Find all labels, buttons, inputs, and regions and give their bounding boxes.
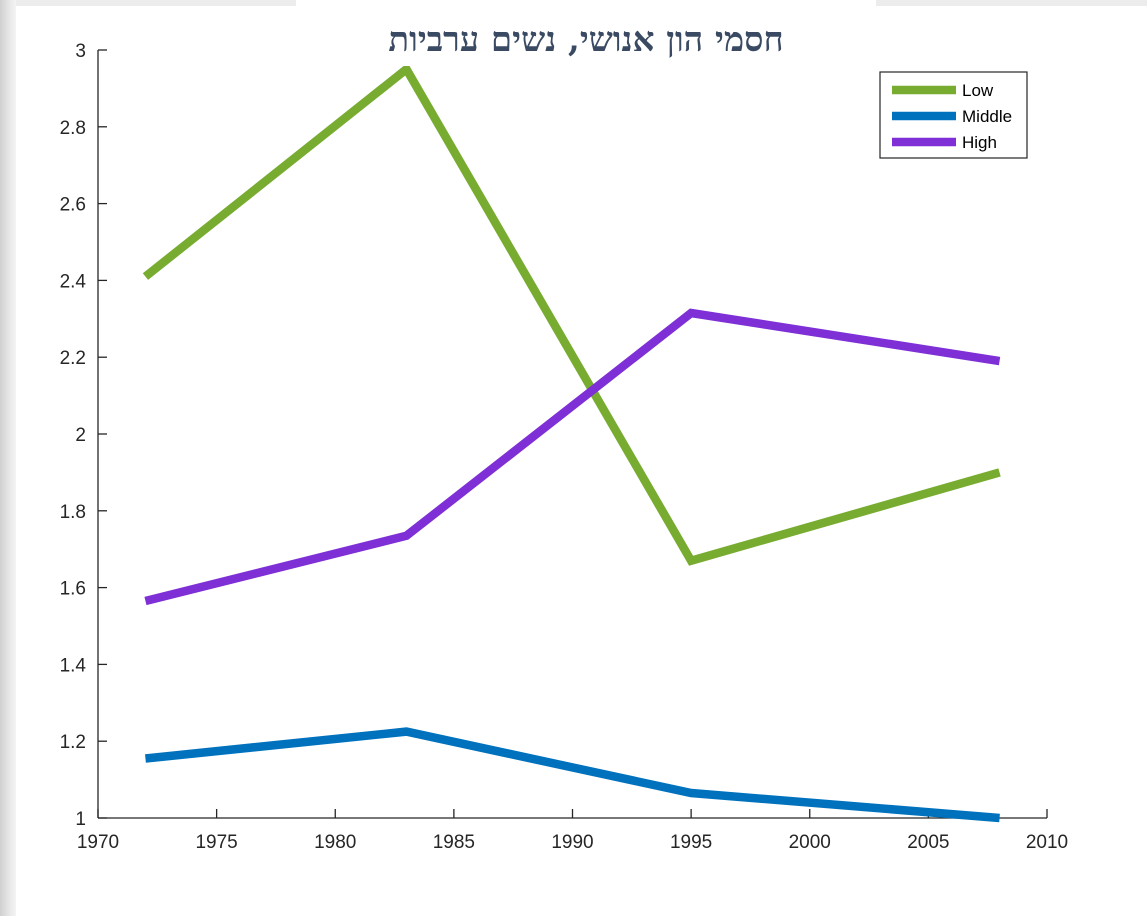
chart-title: חסמי הון אנושי, נשים ערביות xyxy=(296,14,876,66)
y-tick-label: 1.8 xyxy=(60,502,86,523)
y-tick-label: 2.2 xyxy=(60,348,86,369)
slide-left-edge xyxy=(0,0,16,916)
x-tick-label: 2005 xyxy=(907,832,949,853)
x-tick-label: 1975 xyxy=(195,832,237,853)
y-tick-label: 2.4 xyxy=(60,271,87,292)
series-line-low xyxy=(142,62,1001,566)
x-tick-label: 2000 xyxy=(789,832,831,853)
legend-label-high: High xyxy=(962,133,997,152)
slide-top-edge xyxy=(16,0,296,6)
y-tick-label: 2.6 xyxy=(60,195,86,216)
y-tick-label: 1 xyxy=(75,809,86,830)
x-tick-label: 1990 xyxy=(551,832,593,853)
axes: 1970 1975 1980 1985 1990 1995 2000 2005 2010 1 1.2… xyxy=(60,41,1069,853)
y-tick-label: 1.6 xyxy=(60,579,86,600)
slide-top-edge xyxy=(876,0,1147,6)
x-tick-label: 1970 xyxy=(77,832,119,853)
legend-label-low: Low xyxy=(962,81,994,100)
y-tick-label: 2 xyxy=(75,425,86,446)
legend-label-middle: Middle xyxy=(962,107,1012,126)
series-lines xyxy=(142,62,1001,823)
y-tick-label: 1.4 xyxy=(60,655,87,676)
series-line-high xyxy=(144,308,1001,606)
legend: Low Middle High xyxy=(879,71,1028,159)
x-tick-label: 1985 xyxy=(433,832,475,853)
x-tick-label: 1980 xyxy=(314,832,356,853)
x-tick-label: 2010 xyxy=(1026,832,1068,853)
y-tick-label: 1.2 xyxy=(60,732,86,753)
y-tick-label: 3 xyxy=(75,41,86,62)
x-tick-label: 1995 xyxy=(670,832,712,853)
y-tick-label: 2.8 xyxy=(60,118,86,139)
series-line-middle xyxy=(145,727,1000,823)
